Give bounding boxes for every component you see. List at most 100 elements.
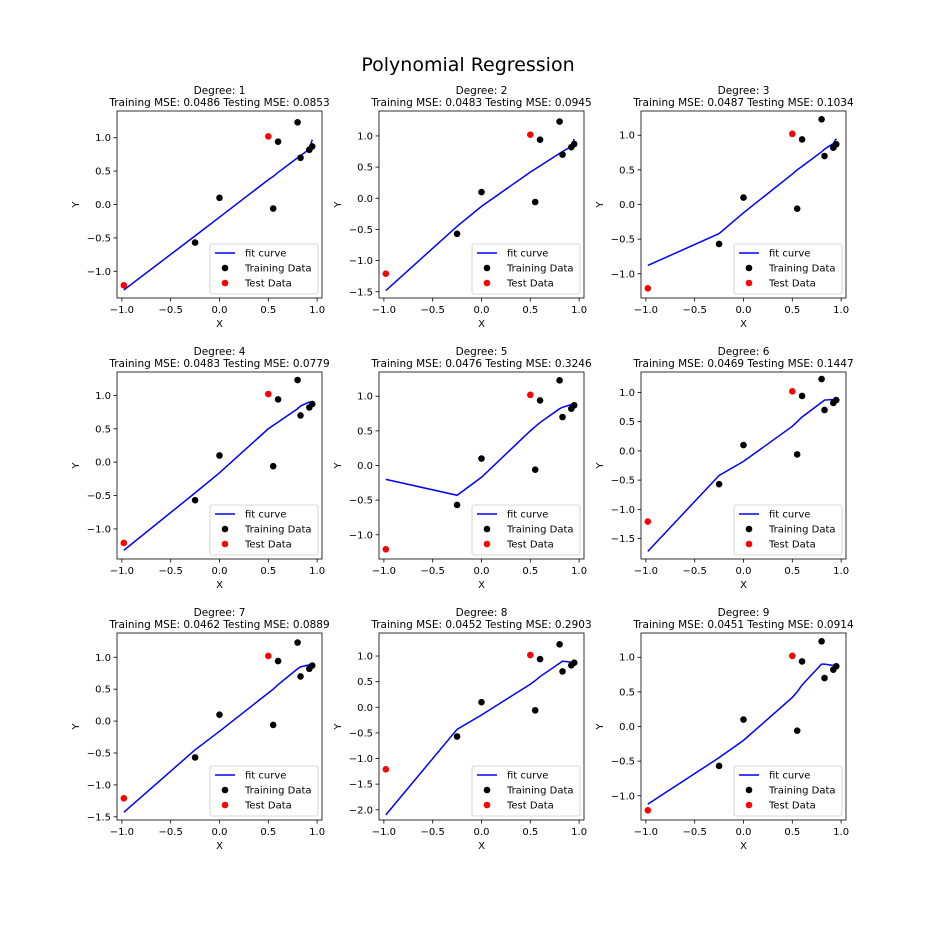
- y-tick-label: −1.0: [611, 791, 635, 802]
- training-data-point: [294, 119, 301, 126]
- y-axis-label: Y: [71, 201, 82, 209]
- training-data-point: [191, 754, 199, 761]
- training-data-point: [269, 205, 277, 212]
- y-tick-label: −1.5: [87, 812, 111, 823]
- y-tick-label: −0.5: [87, 748, 111, 759]
- test-data-point: [527, 651, 534, 659]
- legend-training-swatch: [221, 786, 229, 794]
- x-tick-label: −1.0: [372, 305, 396, 316]
- y-tick-label: 1.0: [619, 131, 635, 142]
- legend: fit curve Training Data Test Data: [209, 243, 319, 295]
- x-tick-label: −1.0: [110, 827, 134, 838]
- y-tick-label: 0.5: [95, 167, 111, 178]
- subplot-degree-title: Degree: 9: [718, 607, 770, 619]
- y-tick-label: 1.0: [357, 392, 373, 403]
- y-tick-label: 1.0: [619, 653, 635, 664]
- x-tick-label: 0.5: [784, 305, 800, 316]
- x-axis-label: X: [478, 841, 485, 852]
- legend-test-label: Test Data: [506, 540, 554, 551]
- x-tick-label: −1.0: [634, 566, 658, 577]
- x-tick-label: 0.5: [522, 305, 538, 316]
- test-data-point: [527, 391, 534, 399]
- training-data-point: [536, 136, 544, 143]
- y-tick-label: −0.5: [611, 476, 635, 487]
- subplot-degree-title: Degree: 6: [718, 346, 770, 358]
- legend-training-swatch: [745, 525, 753, 533]
- x-tick-label: 0.5: [784, 566, 800, 577]
- test-data-point: [644, 518, 652, 525]
- x-tick-label: 1.0: [309, 305, 325, 316]
- training-data-point: [297, 154, 304, 162]
- x-axis-label: X: [216, 841, 223, 852]
- y-tick-label: 0.5: [619, 165, 635, 176]
- training-data-point: [478, 455, 485, 462]
- training-data-point: [556, 377, 563, 384]
- training-data-point: [715, 480, 723, 488]
- legend-training-label: Training Data: [768, 525, 836, 536]
- subplot-mse-title: Training MSE: 0.0451 Testing MSE: 0.0914: [632, 619, 854, 631]
- legend-box: [209, 243, 319, 295]
- legend-training-label: Training Data: [768, 786, 836, 797]
- training-data-point: [559, 151, 566, 158]
- legend-training-swatch: [483, 786, 491, 794]
- y-tick-label: −0.5: [87, 233, 111, 244]
- training-data-point: [570, 401, 578, 409]
- fit-curve-line: [385, 403, 575, 497]
- training-data-point: [793, 451, 801, 458]
- y-tick-label: 0.0: [619, 446, 635, 457]
- y-tick-label: −1.0: [87, 267, 111, 278]
- legend-test-swatch: [221, 540, 229, 548]
- x-tick-label: 1.0: [309, 827, 325, 838]
- training-data-point: [740, 716, 747, 723]
- training-data-point: [798, 392, 806, 400]
- legend-training-label: Training Data: [506, 525, 574, 536]
- training-data-point: [536, 397, 544, 404]
- legend-test-swatch: [745, 279, 753, 287]
- x-tick-label: 0.5: [522, 827, 538, 838]
- training-data-point: [570, 140, 578, 148]
- y-tick-label: −1.0: [611, 505, 635, 516]
- legend: fit curve Training Data Test Data: [733, 243, 843, 295]
- legend-training-label: Training Data: [244, 786, 312, 797]
- training-data-point: [821, 406, 828, 414]
- y-axis-label: Y: [333, 723, 344, 731]
- x-tick-label: 0.0: [212, 566, 228, 577]
- training-data-point: [274, 138, 282, 146]
- x-tick-label: 0.0: [736, 827, 752, 838]
- y-tick-label: 1.0: [357, 652, 373, 663]
- y-tick-label: −1.0: [349, 530, 373, 541]
- y-tick-label: −1.0: [349, 256, 373, 267]
- x-tick-label: 0.5: [784, 827, 800, 838]
- legend-fit-label: fit curve: [245, 771, 286, 782]
- test-data-point: [120, 539, 128, 547]
- x-axis-label: X: [216, 580, 223, 591]
- x-tick-label: 0.0: [736, 305, 752, 316]
- test-data-point: [789, 130, 796, 138]
- x-tick-label: −0.5: [159, 566, 183, 577]
- test-data-point: [789, 387, 796, 395]
- legend-training-label: Training Data: [506, 786, 574, 797]
- x-axis-label: X: [740, 841, 747, 852]
- y-tick-label: 0.0: [357, 461, 373, 472]
- legend-training-label: Training Data: [768, 264, 836, 275]
- legend-training-swatch: [221, 264, 229, 272]
- x-tick-label: −0.5: [159, 305, 183, 316]
- legend: fit curve Training Data Test Data: [471, 765, 581, 817]
- x-tick-label: −1.0: [110, 566, 134, 577]
- x-tick-label: −0.5: [421, 566, 445, 577]
- test-data-point: [120, 282, 128, 289]
- training-data-point: [818, 116, 825, 123]
- legend-box: [733, 765, 843, 817]
- training-data-point: [531, 466, 539, 473]
- legend-test-swatch: [483, 540, 491, 548]
- x-tick-label: 0.5: [260, 305, 276, 316]
- x-tick-label: 0.0: [212, 305, 228, 316]
- legend: fit curve Training Data Test Data: [209, 765, 319, 817]
- y-tick-label: 0.0: [619, 200, 635, 211]
- fit-curve-line: [647, 663, 837, 805]
- y-tick-label: 0.0: [619, 722, 635, 733]
- subplot-degree-title: Degree: 5: [456, 346, 508, 358]
